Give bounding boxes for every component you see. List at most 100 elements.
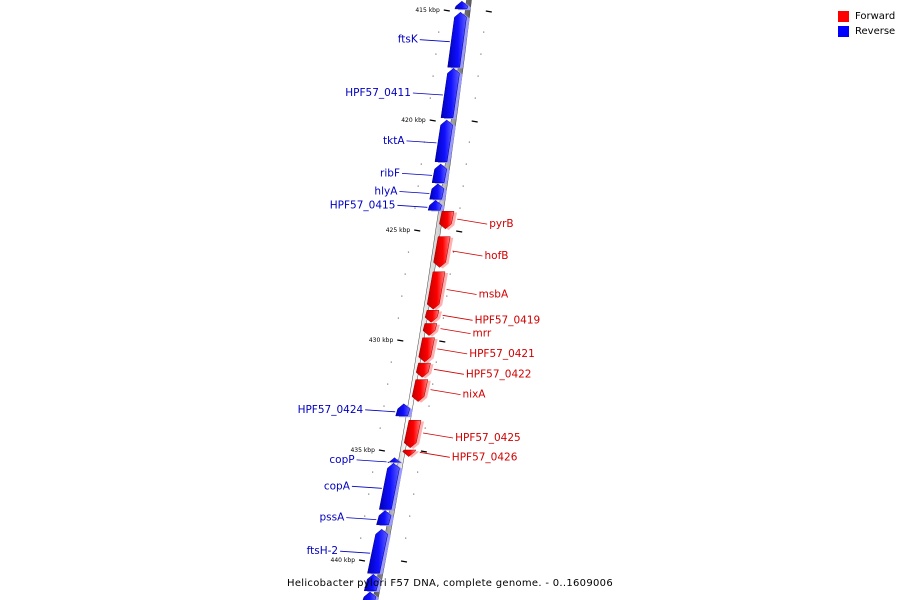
tick-label: 440 kbp [331,557,356,564]
gene-body [411,379,429,402]
gene-label[interactable]: copP [329,454,354,466]
major-tick-right [485,10,492,13]
gene-label[interactable]: copA [324,480,351,492]
gene-label-leader [401,173,433,176]
minor-tick-right [480,53,482,55]
gene-label[interactable]: ftsH-2 [307,545,338,557]
minor-tick-left [387,383,389,385]
minor-tick-right [459,207,461,209]
forward-gene[interactable] [439,211,457,231]
reverse-gene[interactable] [431,163,450,184]
gene-label-leader [406,140,437,144]
gene-body [440,67,460,119]
reverse-gene[interactable] [427,199,445,212]
tick-label: 415 kbp [415,7,440,14]
gene-body [433,236,451,268]
gene-body [454,0,469,10]
tick-label: 435 kbp [350,447,375,454]
minor-tick-left [364,515,366,517]
gene-label-leader [437,348,468,355]
gene-label[interactable]: HPF57_0422 [466,368,532,380]
gene-body [424,310,440,323]
major-tick-right [456,230,463,233]
gene-label-leader [457,218,488,225]
forward-gene[interactable] [411,379,431,403]
reverse-gene[interactable] [362,591,379,600]
minor-tick-right [428,405,430,407]
minor-tick-right [483,31,485,33]
minor-tick-right [442,317,444,319]
reverse-gene[interactable] [429,183,447,201]
reverse-gene[interactable] [434,119,456,163]
major-tick-right [471,120,478,123]
reverse-gene[interactable] [440,67,463,119]
genome-caption: Helicobacter pylori F57 DNA, complete ge… [287,578,613,589]
reverse-gene[interactable] [367,528,391,575]
gene-label-leader [419,451,450,458]
gene-label[interactable]: ribF [380,167,400,179]
forward-gene[interactable] [433,236,454,269]
gene-label[interactable]: HPF57_0424 [298,404,364,416]
minor-tick-left [432,75,434,77]
forward-gene[interactable] [415,362,434,379]
reverse-gene[interactable] [363,573,383,592]
forward-gene[interactable] [403,420,424,449]
minor-tick-right [462,185,464,187]
gene-body [395,403,411,417]
forward-gene[interactable] [418,337,438,364]
minor-tick-left [383,405,385,407]
gene-label[interactable]: mrr [473,328,492,340]
gene-label[interactable]: nixA [463,389,487,401]
gene-body [376,510,392,526]
major-tick-left [378,449,386,452]
gene-body [431,163,447,183]
gene-label[interactable]: pyrB [489,218,513,230]
minor-tick-right [477,75,479,77]
reverse-gene[interactable] [454,0,471,11]
minor-tick-right [435,361,437,363]
legend: Forward Reverse [838,9,895,39]
forward-gene[interactable] [426,271,448,311]
gene-label[interactable]: HPF57_0426 [452,451,518,463]
forward-gene[interactable] [424,310,442,324]
reverse-gene[interactable] [447,11,470,69]
minor-tick-right [449,273,451,275]
reverse-gene[interactable] [395,403,413,418]
gene-label[interactable]: HPF57_0425 [455,432,521,444]
gene-label[interactable]: hlyA [374,186,398,198]
gene-label[interactable]: tktA [383,135,405,147]
reverse-gene[interactable] [378,462,403,511]
gene-label[interactable]: HPF57_0415 [330,199,396,211]
minor-tick-left [360,537,362,539]
gene-label[interactable]: msbA [479,289,509,301]
gene-body [418,337,435,363]
gene-label[interactable]: HPF57_0421 [469,348,535,360]
gene-body [429,183,445,200]
gene-label-leader [346,517,377,520]
gene-body [422,323,438,336]
minor-tick-right [405,537,407,539]
gene-label[interactable]: HPF57_0411 [345,87,411,99]
minor-tick-right [409,515,411,517]
reverse-gene[interactable] [376,510,395,527]
gene-label-leader [340,550,371,554]
gene-label[interactable]: hofB [485,250,509,262]
gene-label-leader [423,432,454,439]
minor-tick-right [474,97,476,99]
major-tick-left [429,119,436,122]
forward-gene[interactable] [402,449,419,458]
gene-label-leader [356,459,387,463]
reverse-gene[interactable] [386,457,404,464]
forward-gene[interactable] [422,323,440,337]
gene-body [402,449,417,457]
gene-layer [362,0,471,600]
minor-tick-left [420,163,422,165]
gene-label-leader [397,204,428,208]
gene-label[interactable]: ftsK [398,34,419,46]
gene-label[interactable]: pssA [320,512,346,524]
gene-label[interactable]: HPF57_0419 [475,314,541,326]
gene-label-leader [433,368,464,375]
gene-body [367,528,388,574]
